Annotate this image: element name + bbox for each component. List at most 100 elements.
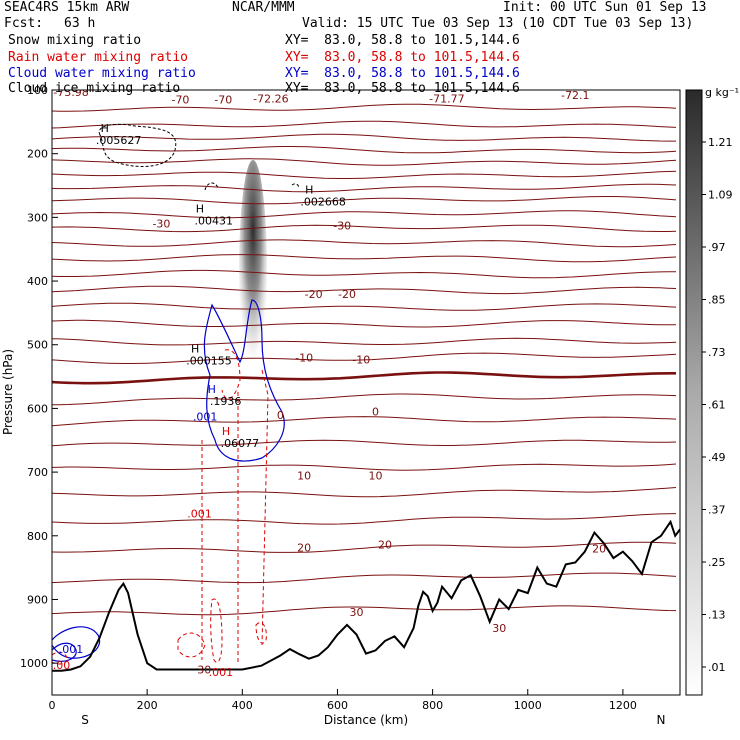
- isotherm-line: [52, 439, 677, 447]
- colorbar-tick-label: 1.21: [708, 136, 733, 149]
- isotherm-line: [52, 196, 677, 205]
- maximum-value: .000155: [186, 355, 232, 368]
- field-cloudwater-xy: XY= 83.0, 58.8 to 101.5,144.6: [285, 66, 520, 81]
- colorbar-tick-label: .25: [708, 556, 726, 569]
- isotherm-label: -10: [352, 353, 370, 366]
- contour-label: .001: [187, 508, 212, 521]
- field-snow-name: Snow mixing ratio: [8, 33, 142, 48]
- y-tick-label: 900: [27, 593, 48, 606]
- isotherm-line: [52, 120, 677, 129]
- isotherm-line: [52, 170, 677, 179]
- isotherm-line: [52, 605, 677, 616]
- y-axis-ticks: 1000 900 800 700 600 500 400 300 200 100: [20, 84, 58, 670]
- x-tick-label: 600: [327, 699, 348, 712]
- isotherm-line: [52, 146, 677, 154]
- isotherm-label: -30: [152, 218, 170, 231]
- snow-contour: [98, 123, 177, 167]
- isotherm-line: [52, 513, 677, 525]
- fcst-label: Fcst:: [4, 16, 44, 31]
- contour-label: .00: [53, 659, 71, 672]
- isotherm-line: [52, 210, 677, 219]
- y-tick-label: 400: [27, 275, 48, 288]
- colorbar-tick-label: .49: [708, 451, 726, 464]
- isotherm-label: -70: [171, 94, 189, 107]
- x-tick-label: 0: [49, 699, 56, 712]
- isotherm-label: -70: [214, 94, 232, 107]
- snow-contour: [204, 182, 219, 191]
- isotherm-line: [52, 133, 676, 142]
- colorbar-tick-label: .97: [708, 241, 726, 254]
- isotherm-line: [52, 302, 677, 311]
- contour-labels: -73.98 -70 -70 -72.26 -71.77 -72.1 -30 -30 -20 -2…: [53, 89, 606, 679]
- isotherm-line: [52, 416, 677, 427]
- x-tick-label: 800: [422, 699, 443, 712]
- contour-label: .001: [209, 666, 234, 679]
- plot-frame: [51, 89, 681, 696]
- rain-contour: [255, 622, 267, 644]
- isotherm-label: 0: [277, 409, 284, 422]
- isotherm-line: [52, 285, 677, 295]
- isotherm-label: 20: [378, 539, 392, 552]
- colorbar-tick-label: .37: [708, 504, 726, 517]
- colorbar-tick-label: .85: [708, 294, 726, 307]
- maximum-marker: H: [222, 425, 230, 438]
- isotherm-label: -71.77: [429, 92, 464, 105]
- isotherm-line: [52, 158, 677, 166]
- x-tick-label: 1000: [514, 699, 542, 712]
- colorbar-tick-label: .01: [708, 661, 726, 674]
- contour-label: .001: [59, 643, 84, 656]
- field-rain-name: Rain water mixing ratio: [8, 50, 189, 65]
- maximum-value: .00431: [195, 215, 234, 228]
- maximum-value: .005627: [96, 134, 142, 147]
- colorbar-tick-label: .73: [708, 346, 726, 359]
- isotherm-line: [52, 239, 677, 248]
- colorbar-ticks: 1.21 1.09 .97 .85 .73 .61 .49 .37 .25 .13 .01: [702, 136, 733, 674]
- org-label: NCAR/MMM: [232, 0, 295, 15]
- x-axis-label: Distance (km): [324, 713, 408, 727]
- isotherm-label: -72.26: [253, 92, 288, 105]
- isotherm-label: 0: [372, 406, 379, 419]
- x-tick-label: 200: [137, 699, 158, 712]
- rain-contour: [210, 598, 223, 663]
- maximum-marker: H: [191, 343, 199, 356]
- isotherm-line: [52, 254, 677, 263]
- rain-contour: [221, 349, 241, 400]
- colorbar: [685, 89, 703, 696]
- valid-time: Valid: 15 UTC Tue 03 Sep 13 (10 CDT Tue …: [302, 16, 694, 31]
- isotherm-label: -30: [333, 220, 351, 233]
- init-time: Init: 00 UTC Sun 01 Sep 13: [503, 0, 707, 15]
- isotherm-line: [52, 487, 677, 498]
- isotherm-line: [52, 371, 676, 385]
- isotherm-label: 10: [369, 469, 383, 482]
- isotherm-label: -20: [338, 288, 356, 301]
- north-label: N: [657, 713, 666, 727]
- maximum-marker: H: [101, 122, 109, 135]
- isotherm-label: 20: [592, 543, 606, 556]
- cloud-water-contour: [52, 642, 77, 662]
- isotherm-label: 30: [349, 606, 363, 619]
- field-rain-xy: XY= 83.0, 58.8 to 101.5,144.6: [285, 50, 520, 65]
- colorbar-unit: g kg⁻¹: [705, 86, 739, 99]
- y-axis-label: Pressure (hPa): [1, 349, 15, 435]
- isotherm-line: [52, 572, 677, 584]
- temperature-contours: [52, 103, 677, 616]
- south-label: S: [81, 713, 89, 727]
- y-tick-label: 200: [27, 148, 48, 161]
- isotherm-label: 30: [492, 622, 506, 635]
- x-tick-label: 1200: [609, 699, 637, 712]
- x-axis-ticks: 0 200 400 600 800 1000 1200: [49, 689, 637, 712]
- model-title: SEAC4RS 15km ARW: [4, 0, 130, 15]
- colorbar-tick-label: .61: [708, 399, 726, 412]
- field-cloudwater-name: Cloud water mixing ratio: [8, 66, 196, 81]
- y-tick-label: 1000: [20, 657, 48, 670]
- terrain-line: [52, 519, 680, 672]
- field-snow-xy: XY= 83.0, 58.8 to 101.5,144.6: [285, 33, 520, 48]
- maximum-value: .002668: [300, 196, 346, 209]
- contour-label: .001: [193, 411, 218, 424]
- isotherm-label: 30: [197, 664, 211, 677]
- isotherm-line: [52, 224, 677, 233]
- maximum-marker: H: [305, 184, 313, 197]
- isotherm-label: -20: [305, 288, 323, 301]
- isotherm-label: -72.1: [561, 89, 589, 102]
